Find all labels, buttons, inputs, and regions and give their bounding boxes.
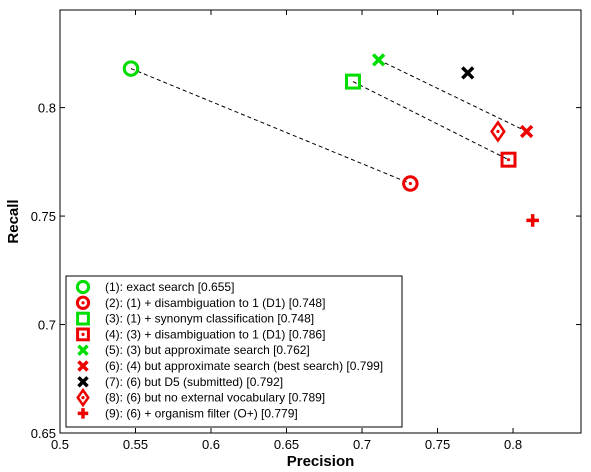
y-axis-ticks: 0.65 0.7 0.75 0.8 [31, 101, 581, 441]
legend-marker-2 [75, 295, 91, 310]
connection-lines [130, 59, 527, 185]
x-tick-label: 0.6 [202, 437, 220, 452]
legend-entry-7: (7): (6) but D5 (submitted) [0.792] [105, 375, 283, 389]
legend-entry-1: (1): exact search [0.655] [105, 280, 234, 294]
data-point-9 [526, 214, 539, 227]
x-axis-title: Precision [287, 453, 355, 470]
data-point-5 [372, 53, 386, 67]
y-tick-label: 0.65 [31, 426, 56, 441]
legend-marker-7 [77, 376, 89, 388]
data-point-8 [490, 120, 506, 143]
data-point-1 [122, 60, 140, 77]
legend-entry-3: (3): (1) + synonym classification [0.748… [105, 312, 314, 326]
y-axis-title: Recall [5, 199, 22, 243]
data-point-4 [500, 151, 517, 168]
data-point-7 [461, 66, 475, 80]
legend-marker-9 [77, 408, 89, 419]
legend-entry-9: (9): (6) + organism filter (O+) [0.779] [105, 406, 298, 420]
legend-marker-3 [76, 311, 90, 326]
y-tick-label: 0.75 [31, 209, 56, 224]
legend-entry-4: (4): (3) + disambiguation to 1 (D1) [0.7… [105, 327, 325, 341]
legend-marker-4 [76, 327, 90, 342]
legend-entry-6: (6): (4) but approximate search (best se… [105, 359, 383, 373]
legend-marker-8 [76, 387, 90, 408]
legend-marker-1 [75, 279, 91, 295]
legend-entry-5: (5): (3) but approximate search [0.762] [105, 343, 310, 357]
connection-line [352, 81, 509, 161]
y-tick-label: 0.7 [38, 318, 56, 333]
x-tick-label: 0.8 [504, 437, 522, 452]
legend-entry-8: (8): (6) but no external vocabulary [0.7… [105, 391, 325, 405]
data-markers [122, 53, 539, 227]
x-tick-label: 0.7 [353, 437, 371, 452]
x-tick-label: 0.55 [123, 437, 148, 452]
x-tick-label: 0.75 [425, 437, 450, 452]
y-tick-label: 0.8 [38, 101, 56, 116]
data-point-3 [344, 73, 361, 90]
legend-marker-6 [77, 360, 89, 372]
connection-line [130, 68, 411, 185]
legend: (1): exact search [0.655] (2): (1) + disa… [65, 275, 403, 428]
x-tick-label: 0.5 [51, 437, 69, 452]
legend-marker-5 [77, 344, 89, 356]
x-tick-label: 0.65 [274, 437, 299, 452]
connection-line [378, 59, 527, 132]
data-point-2 [402, 175, 419, 192]
x-axis-ticks: 0.5 0.55 0.6 0.65 0.7 0.75 0.8 [51, 10, 522, 452]
legend-entry-2: (2): (1) + disambiguation to 1 (D1) [0.7… [105, 296, 325, 310]
data-point-6 [519, 124, 534, 139]
legend-box [65, 275, 403, 428]
